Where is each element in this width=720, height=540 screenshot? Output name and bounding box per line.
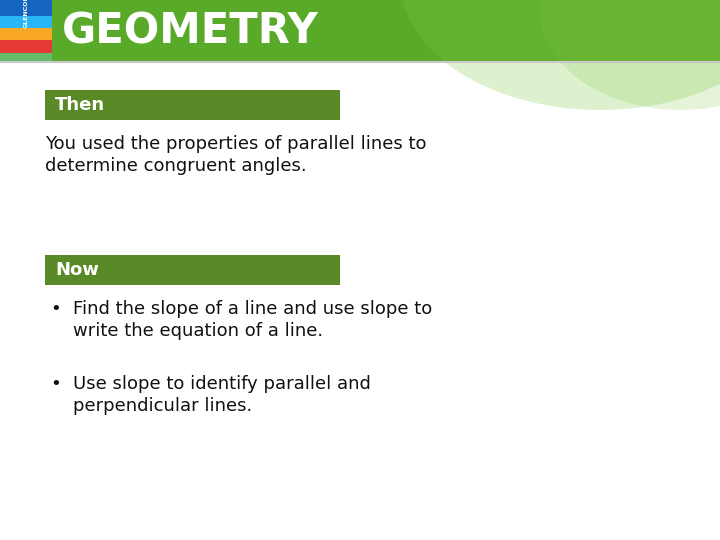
- Text: Find the slope of a line and use slope to: Find the slope of a line and use slope t…: [73, 300, 432, 318]
- Ellipse shape: [540, 0, 720, 110]
- Bar: [0, 53, 52, 62]
- Bar: [0, 0, 52, 16]
- Text: You used the properties of parallel lines to: You used the properties of parallel line…: [45, 135, 426, 153]
- Text: GEOMETRY: GEOMETRY: [62, 10, 319, 52]
- Ellipse shape: [400, 0, 720, 110]
- Text: •: •: [50, 375, 60, 393]
- Text: determine congruent angles.: determine congruent angles.: [45, 157, 307, 175]
- Text: Use slope to identify parallel and: Use slope to identify parallel and: [73, 375, 371, 393]
- Text: write the equation of a line.: write the equation of a line.: [73, 322, 323, 340]
- Bar: [0, 28, 52, 40]
- Bar: [45, 255, 340, 285]
- Text: Now: Now: [55, 261, 99, 279]
- Text: GLENCOE: GLENCOE: [24, 0, 29, 28]
- Bar: [45, 90, 340, 120]
- Bar: [0, 40, 52, 53]
- Text: •: •: [50, 300, 60, 318]
- Bar: [0, 16, 52, 28]
- Bar: [0, 0, 720, 62]
- Text: perpendicular lines.: perpendicular lines.: [73, 397, 252, 415]
- Text: Then: Then: [55, 96, 105, 114]
